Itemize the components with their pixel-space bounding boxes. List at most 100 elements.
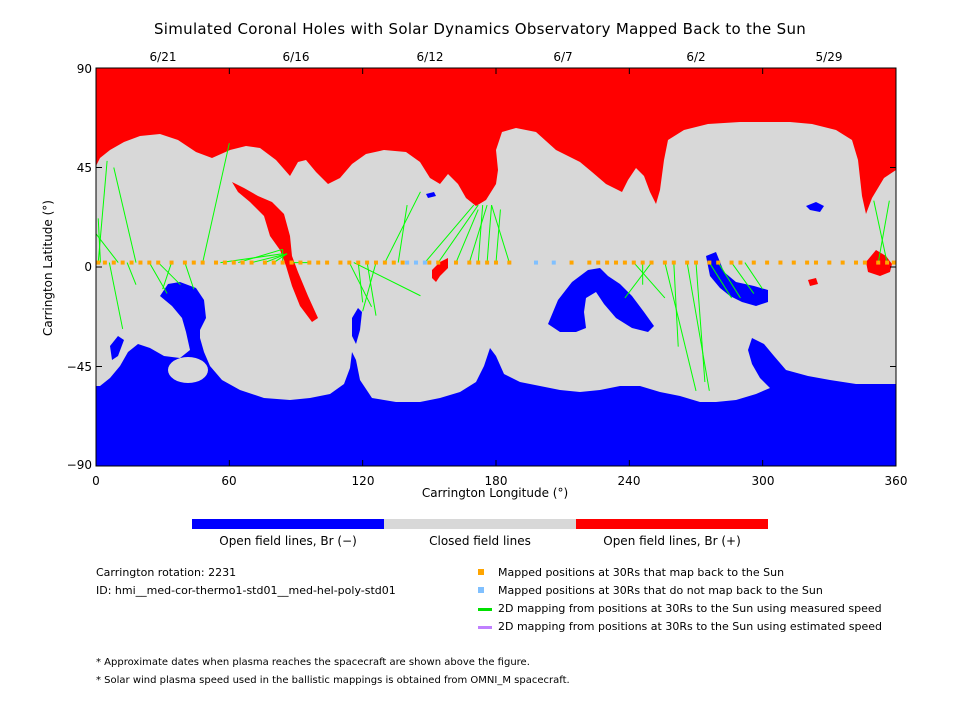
mapped-point [120, 260, 125, 265]
x-tick-label: 0 [92, 474, 100, 488]
mapped-point [138, 260, 143, 265]
legend-line-purple [478, 626, 492, 629]
mapped-point [325, 260, 330, 265]
top-date-label: 5/29 [815, 50, 843, 64]
legend-swatch-orange [478, 569, 484, 575]
mapping-line [108, 262, 124, 330]
mapping-line [264, 253, 288, 264]
mapped-point [631, 260, 636, 265]
mapping-line [468, 204, 488, 263]
unmapped-point [414, 260, 418, 265]
mapped-point [671, 260, 676, 265]
mapping-line [126, 262, 137, 285]
colorbar-label: Closed field lines [429, 534, 531, 548]
mapping-line [486, 205, 493, 263]
mapped-point [240, 260, 245, 265]
colorbar-label: Open field lines, Br (+) [603, 534, 741, 548]
mapped-point [427, 260, 432, 265]
mapping-line [491, 204, 510, 263]
mapped-point [356, 260, 361, 265]
mapped-point [338, 260, 343, 265]
mapping-line [238, 248, 283, 264]
mapping-line [357, 262, 364, 303]
mapped-point [222, 260, 227, 265]
mapped-point [854, 260, 858, 265]
x-tick-label: 240 [617, 474, 641, 488]
mapped-point [876, 260, 881, 265]
mapping-line [624, 262, 652, 299]
mapped-point [280, 260, 285, 265]
mapping-line [877, 200, 890, 263]
colorbar-open-positive [576, 519, 768, 529]
chart-title: Simulated Coronal Holes with Solar Dynam… [153, 20, 807, 38]
top-date-label: 6/16 [282, 50, 310, 64]
y-tick-label: 0 [84, 260, 92, 274]
mapping-line [95, 233, 119, 263]
mapping-line [731, 262, 755, 294]
mapped-point [862, 260, 867, 265]
mapping-line [397, 205, 408, 263]
footnote: * Solar wind plasma speed used in the ba… [96, 675, 570, 686]
mapped-point [694, 260, 698, 265]
mapped-point [507, 260, 512, 265]
mapped-point [249, 260, 254, 265]
mapped-point [400, 260, 405, 265]
mapped-point [622, 260, 627, 265]
map-regions [96, 68, 896, 466]
mapping-line [664, 262, 697, 391]
mapped-point [316, 260, 321, 265]
unmapped-point [405, 260, 410, 265]
mapped-point [374, 260, 378, 265]
mapped-point [454, 260, 458, 265]
mapped-point [436, 260, 441, 265]
model-id-text: ID: hmi__med-cor-thermo1-std01__med-hel-… [96, 584, 396, 597]
mapping-line [695, 262, 706, 383]
mapped-point [111, 260, 116, 265]
mapping-line [184, 262, 195, 290]
mapped-point [200, 260, 205, 265]
negative-hole-sliver-left [110, 336, 124, 360]
mapping-line [717, 262, 741, 299]
negative-hole-tiny-north [426, 192, 436, 198]
legend-label: Mapped positions at 30Rs that do not map… [498, 584, 823, 597]
mapping-line [157, 262, 181, 286]
mapped-point [707, 260, 712, 265]
mapped-point [805, 260, 810, 265]
colorbar-closed [384, 519, 576, 529]
mapping-line [686, 262, 710, 391]
mapped-point [605, 260, 610, 265]
mapped-point [262, 260, 267, 265]
mapped-point [96, 260, 101, 265]
y-tick-label: 45 [76, 161, 92, 175]
north-positive-polar-hole [96, 68, 896, 214]
legend-label: 2D mapping from positions at 30Rs to the… [498, 602, 882, 615]
mapped-point [129, 260, 134, 265]
mapped-point [814, 260, 818, 265]
top-date-label: 6/21 [149, 50, 177, 64]
mapped-point [494, 260, 498, 265]
y-axis-label: Carrington Latitude (°) [41, 200, 55, 336]
y-tick-label: 90 [76, 62, 92, 76]
mapped-point [391, 260, 396, 265]
mapped-point [840, 260, 845, 265]
mapped-point [214, 260, 218, 265]
colorbar-label: Open field lines, Br (−) [219, 534, 357, 548]
closed-field-island-left [168, 357, 208, 383]
x-tick-label: 120 [351, 474, 375, 488]
mapped-point [182, 260, 187, 265]
mapped-point [587, 260, 592, 265]
legend-line-green [478, 608, 492, 611]
mapped-point [649, 260, 654, 265]
y-tick-label: −90 [66, 458, 92, 472]
mapped-point [716, 260, 721, 265]
mapping-line [362, 262, 377, 312]
mapped-point [640, 260, 645, 265]
x-tick-label: 300 [751, 474, 775, 488]
unmapped-point [422, 260, 427, 265]
mapped-point [467, 260, 472, 265]
mapped-point [476, 260, 481, 265]
mapped-points-back-to-sun [96, 260, 896, 265]
unmapped-point [534, 260, 538, 265]
negative-hole-mid [352, 308, 362, 344]
